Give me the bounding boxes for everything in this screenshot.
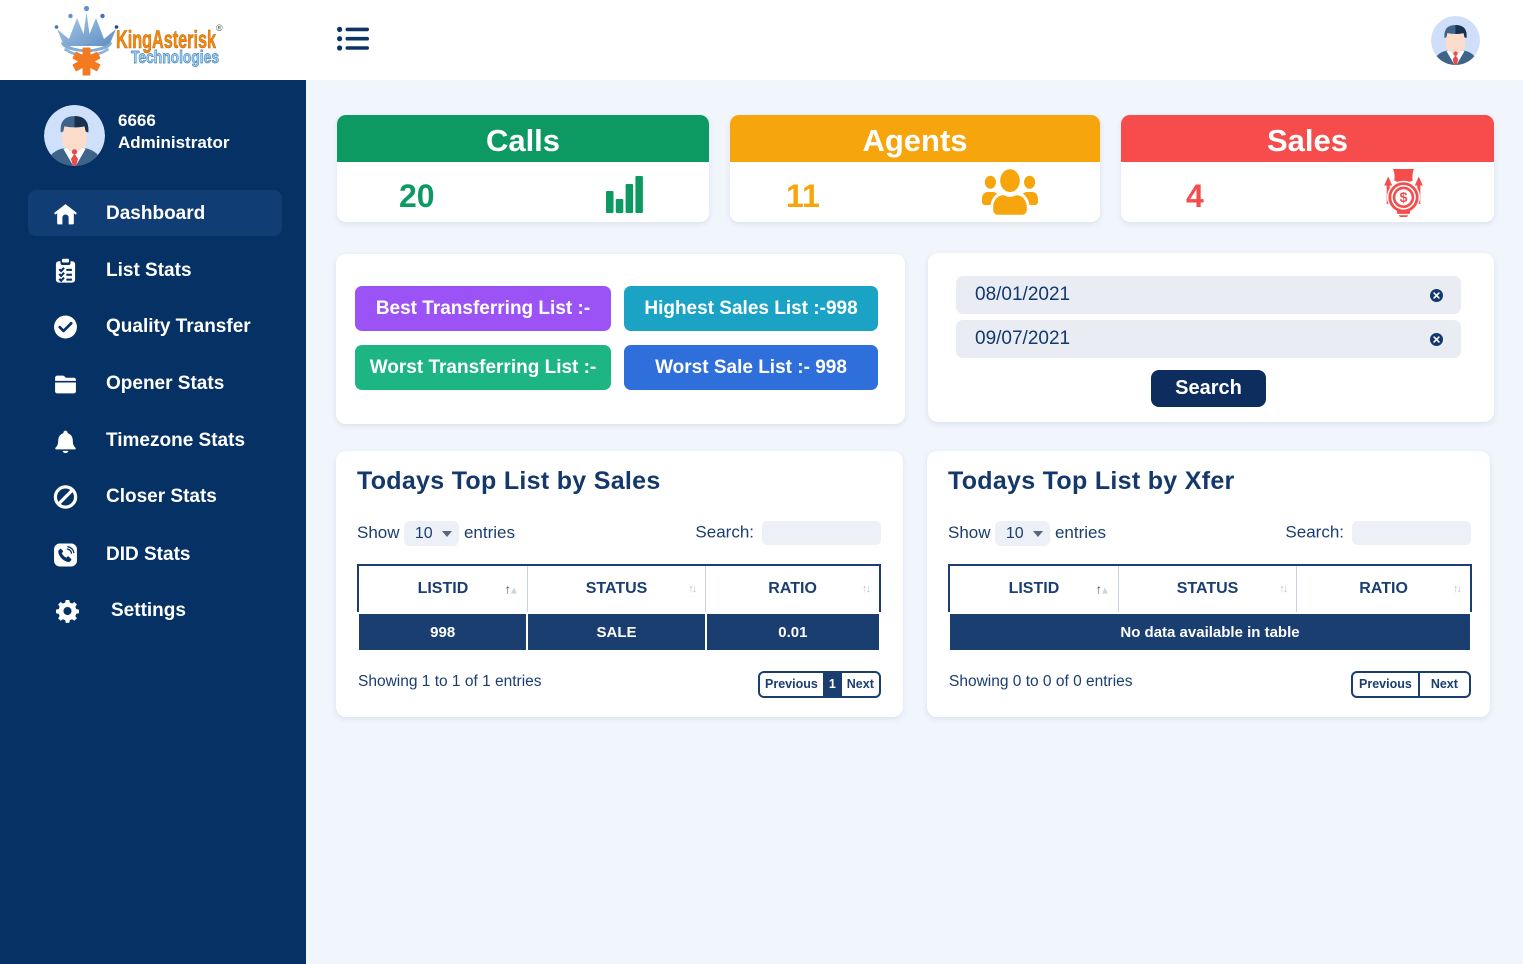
svg-text:KingAsterisk: KingAsterisk [116,26,216,54]
svg-text:Technologies: Technologies [131,47,219,67]
svg-text:$: $ [1400,189,1408,205]
svg-text:®: ® [216,23,223,33]
